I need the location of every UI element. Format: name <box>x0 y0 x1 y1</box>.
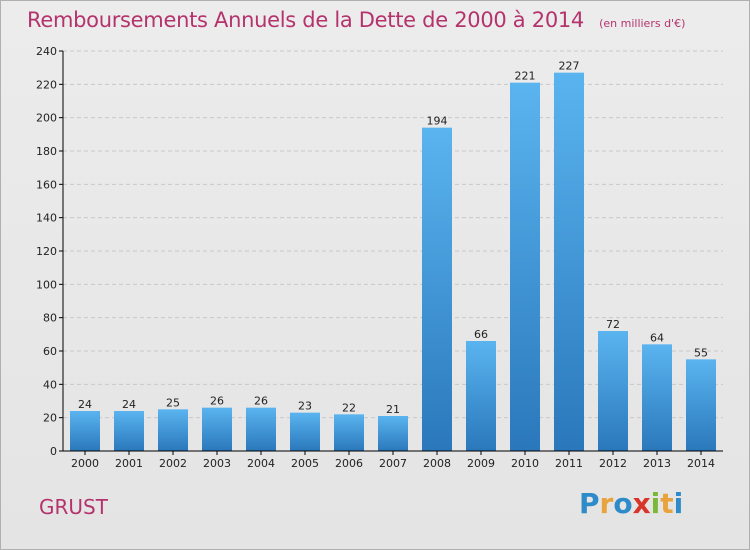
data-label: 194 <box>427 115 448 128</box>
y-tick-label: 100 <box>36 278 57 291</box>
x-tick-label: 2006 <box>335 457 363 470</box>
y-tick-label: 240 <box>36 45 57 58</box>
axes: 0 20 40 60 80 100 120 140 160 180 200 220 240 2000 200… <box>36 45 723 470</box>
chart-title: Remboursements Annuels de la Dette de 20… <box>27 8 584 32</box>
x-tick-label: 2007 <box>379 457 407 470</box>
data-label: 66 <box>474 328 488 341</box>
y-tick-label: 200 <box>36 112 57 125</box>
y-tick-label: 80 <box>43 312 57 325</box>
x-tick-label: 2000 <box>71 457 99 470</box>
logo-letter: P <box>579 487 600 520</box>
y-tick-label: 60 <box>43 345 57 358</box>
logo-letter: i <box>673 487 684 520</box>
logo-letter: o <box>613 487 633 520</box>
x-tick-label: 2014 <box>687 457 715 470</box>
data-label: 22 <box>342 401 356 414</box>
bar <box>642 344 672 451</box>
data-label: 221 <box>515 70 536 83</box>
y-tick-label: 220 <box>36 78 57 91</box>
bar <box>466 341 496 451</box>
x-tick-label: 2008 <box>423 457 451 470</box>
x-tick-label: 2005 <box>291 457 319 470</box>
logo-letter: x <box>632 487 651 520</box>
y-tick-label: 20 <box>43 412 57 425</box>
bar <box>114 411 144 451</box>
proxiti-logo: Proxiti <box>579 487 683 520</box>
bar <box>246 407 276 451</box>
bars <box>70 72 716 452</box>
bar <box>554 72 584 452</box>
x-tick-label: 2001 <box>115 457 143 470</box>
logo-letter: i <box>650 487 661 520</box>
y-tick-label: 40 <box>43 378 57 391</box>
data-label: 24 <box>122 398 136 411</box>
data-label: 24 <box>78 398 92 411</box>
y-tick-label: 180 <box>36 145 57 158</box>
data-label: 25 <box>166 396 180 409</box>
data-label: 72 <box>606 318 620 331</box>
x-tick-label: 2012 <box>599 457 627 470</box>
data-label: 227 <box>559 60 580 73</box>
bar <box>158 409 188 451</box>
data-label: 21 <box>386 403 400 416</box>
location-label: GRUST <box>39 495 108 519</box>
data-label: 26 <box>254 395 268 408</box>
chart-unit: (en milliers d'€) <box>599 17 686 30</box>
bar <box>422 127 452 452</box>
bar <box>334 414 364 451</box>
data-label: 23 <box>298 400 312 413</box>
bar <box>686 359 716 451</box>
x-tick-label: 2013 <box>643 457 671 470</box>
bar <box>290 412 320 451</box>
x-tick-label: 2010 <box>511 457 539 470</box>
x-tick-label: 2004 <box>247 457 275 470</box>
y-tick-label: 160 <box>36 178 57 191</box>
logo-letter: t <box>660 487 674 520</box>
bar <box>598 331 628 451</box>
chart-title-row: Remboursements Annuels de la Dette de 20… <box>27 8 685 32</box>
bar <box>378 416 408 451</box>
bar <box>202 407 232 451</box>
data-label: 55 <box>694 346 708 359</box>
logo-letter: r <box>599 487 614 520</box>
data-label: 64 <box>650 331 664 344</box>
x-tick-label: 2003 <box>203 457 231 470</box>
x-tick-label: 2002 <box>159 457 187 470</box>
y-tick-label: 140 <box>36 212 57 225</box>
data-labels: 24 24 25 26 26 23 22 21 194 66 221 227 72 64 55 <box>78 60 708 416</box>
data-label: 26 <box>210 395 224 408</box>
bar <box>70 411 100 451</box>
y-tick-label: 120 <box>36 245 57 258</box>
x-tick-label: 2011 <box>555 457 583 470</box>
y-tick-label: 0 <box>50 445 57 458</box>
bar <box>510 82 540 452</box>
x-tick-label: 2009 <box>467 457 495 470</box>
